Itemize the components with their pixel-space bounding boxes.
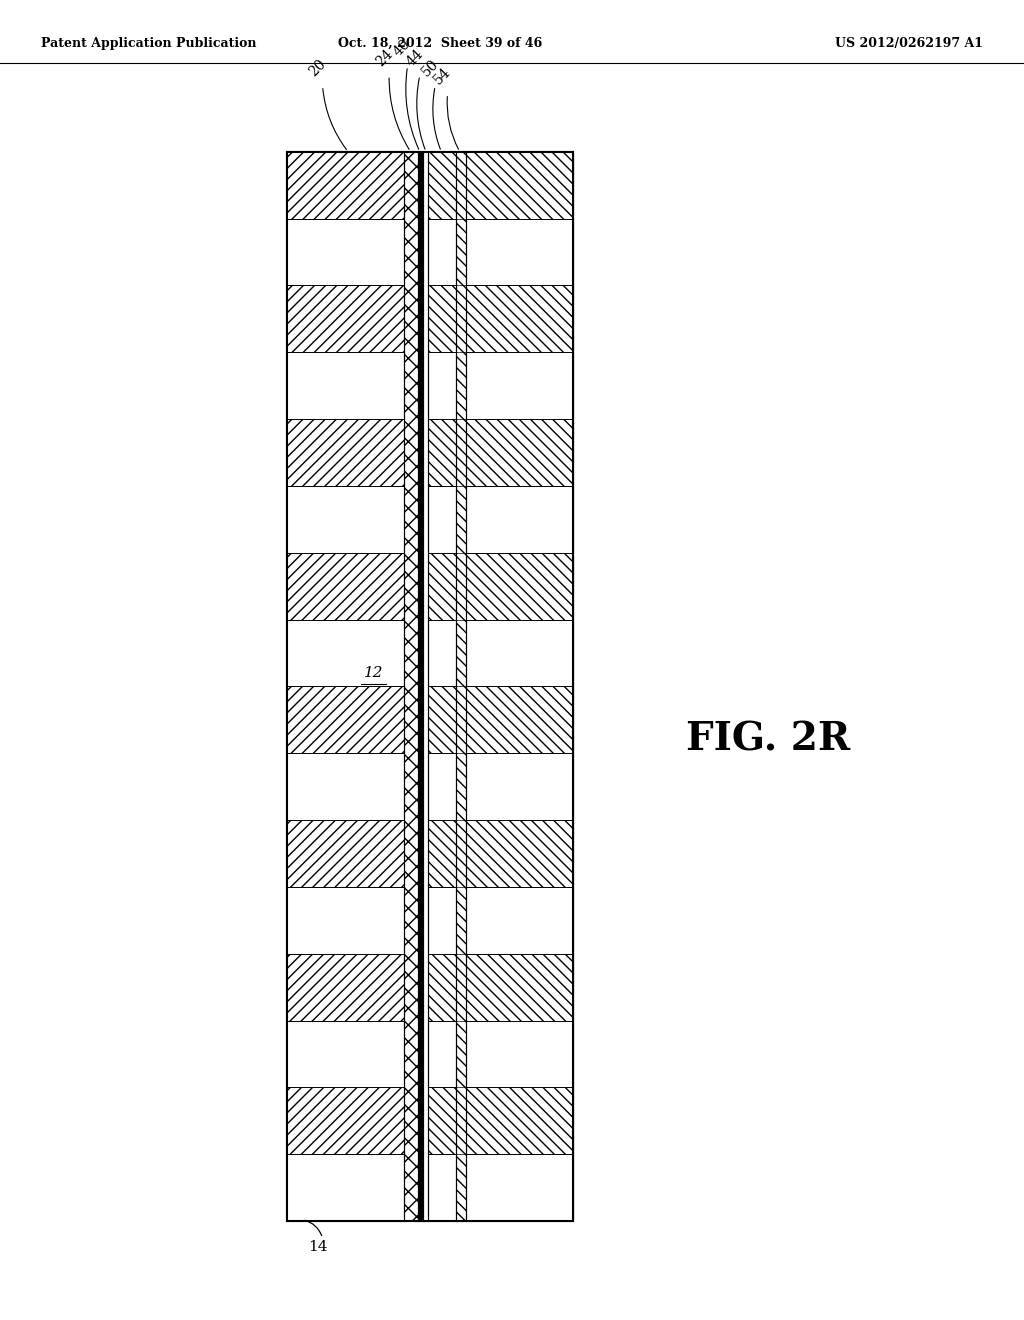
Bar [466, 285, 573, 352]
Bar [287, 486, 404, 553]
Text: 54: 54 [431, 65, 454, 87]
Bar [287, 285, 404, 352]
Bar [466, 219, 573, 285]
Bar [428, 686, 456, 754]
Bar [428, 285, 456, 352]
Bar [466, 1154, 573, 1221]
Bar [428, 1088, 456, 1154]
Bar [466, 820, 573, 887]
Text: 14: 14 [307, 1241, 328, 1254]
Bar [466, 1088, 573, 1154]
Bar [466, 486, 573, 553]
Bar [287, 152, 573, 1221]
Bar [466, 152, 573, 219]
Bar [287, 686, 404, 754]
Text: US 2012/0262197 A1: US 2012/0262197 A1 [835, 37, 983, 50]
Bar [287, 219, 404, 285]
Bar [466, 619, 573, 686]
Bar [428, 754, 456, 820]
Bar [466, 686, 573, 754]
Bar [287, 152, 404, 219]
Text: Oct. 18, 2012  Sheet 39 of 46: Oct. 18, 2012 Sheet 39 of 46 [338, 37, 543, 50]
Bar [287, 420, 404, 486]
Text: 40: 40 [391, 37, 414, 59]
Text: 24: 24 [373, 46, 395, 69]
Bar [466, 420, 573, 486]
Bar [428, 352, 456, 420]
Bar [287, 619, 404, 686]
Bar [428, 420, 456, 486]
Text: 44: 44 [403, 46, 426, 69]
Bar [466, 352, 573, 420]
Bar [428, 553, 456, 619]
Bar [418, 152, 423, 1221]
Text: 50: 50 [419, 57, 441, 79]
Bar [287, 1020, 404, 1088]
Text: FIG. 2R: FIG. 2R [686, 721, 850, 758]
Bar [287, 553, 404, 619]
Bar [428, 887, 456, 953]
Bar [423, 152, 428, 1221]
Bar [466, 754, 573, 820]
Bar [456, 152, 466, 1221]
Bar [428, 219, 456, 285]
Bar [428, 619, 456, 686]
Bar [287, 754, 404, 820]
Bar [428, 1154, 456, 1221]
Bar [428, 1020, 456, 1088]
Bar [287, 953, 404, 1020]
Bar [404, 152, 418, 1221]
Text: Patent Application Publication: Patent Application Publication [41, 37, 256, 50]
Bar [428, 486, 456, 553]
Bar [428, 953, 456, 1020]
Bar [466, 887, 573, 953]
Text: 12: 12 [364, 667, 384, 680]
Bar [466, 953, 573, 1020]
Bar [466, 1020, 573, 1088]
Bar [428, 820, 456, 887]
Bar [428, 152, 456, 219]
Bar [287, 1088, 404, 1154]
Bar [287, 1154, 404, 1221]
Bar [287, 352, 404, 420]
Bar [287, 887, 404, 953]
Bar [287, 152, 573, 1221]
Text: 20: 20 [306, 57, 329, 79]
Bar [287, 820, 404, 887]
Bar [466, 553, 573, 619]
